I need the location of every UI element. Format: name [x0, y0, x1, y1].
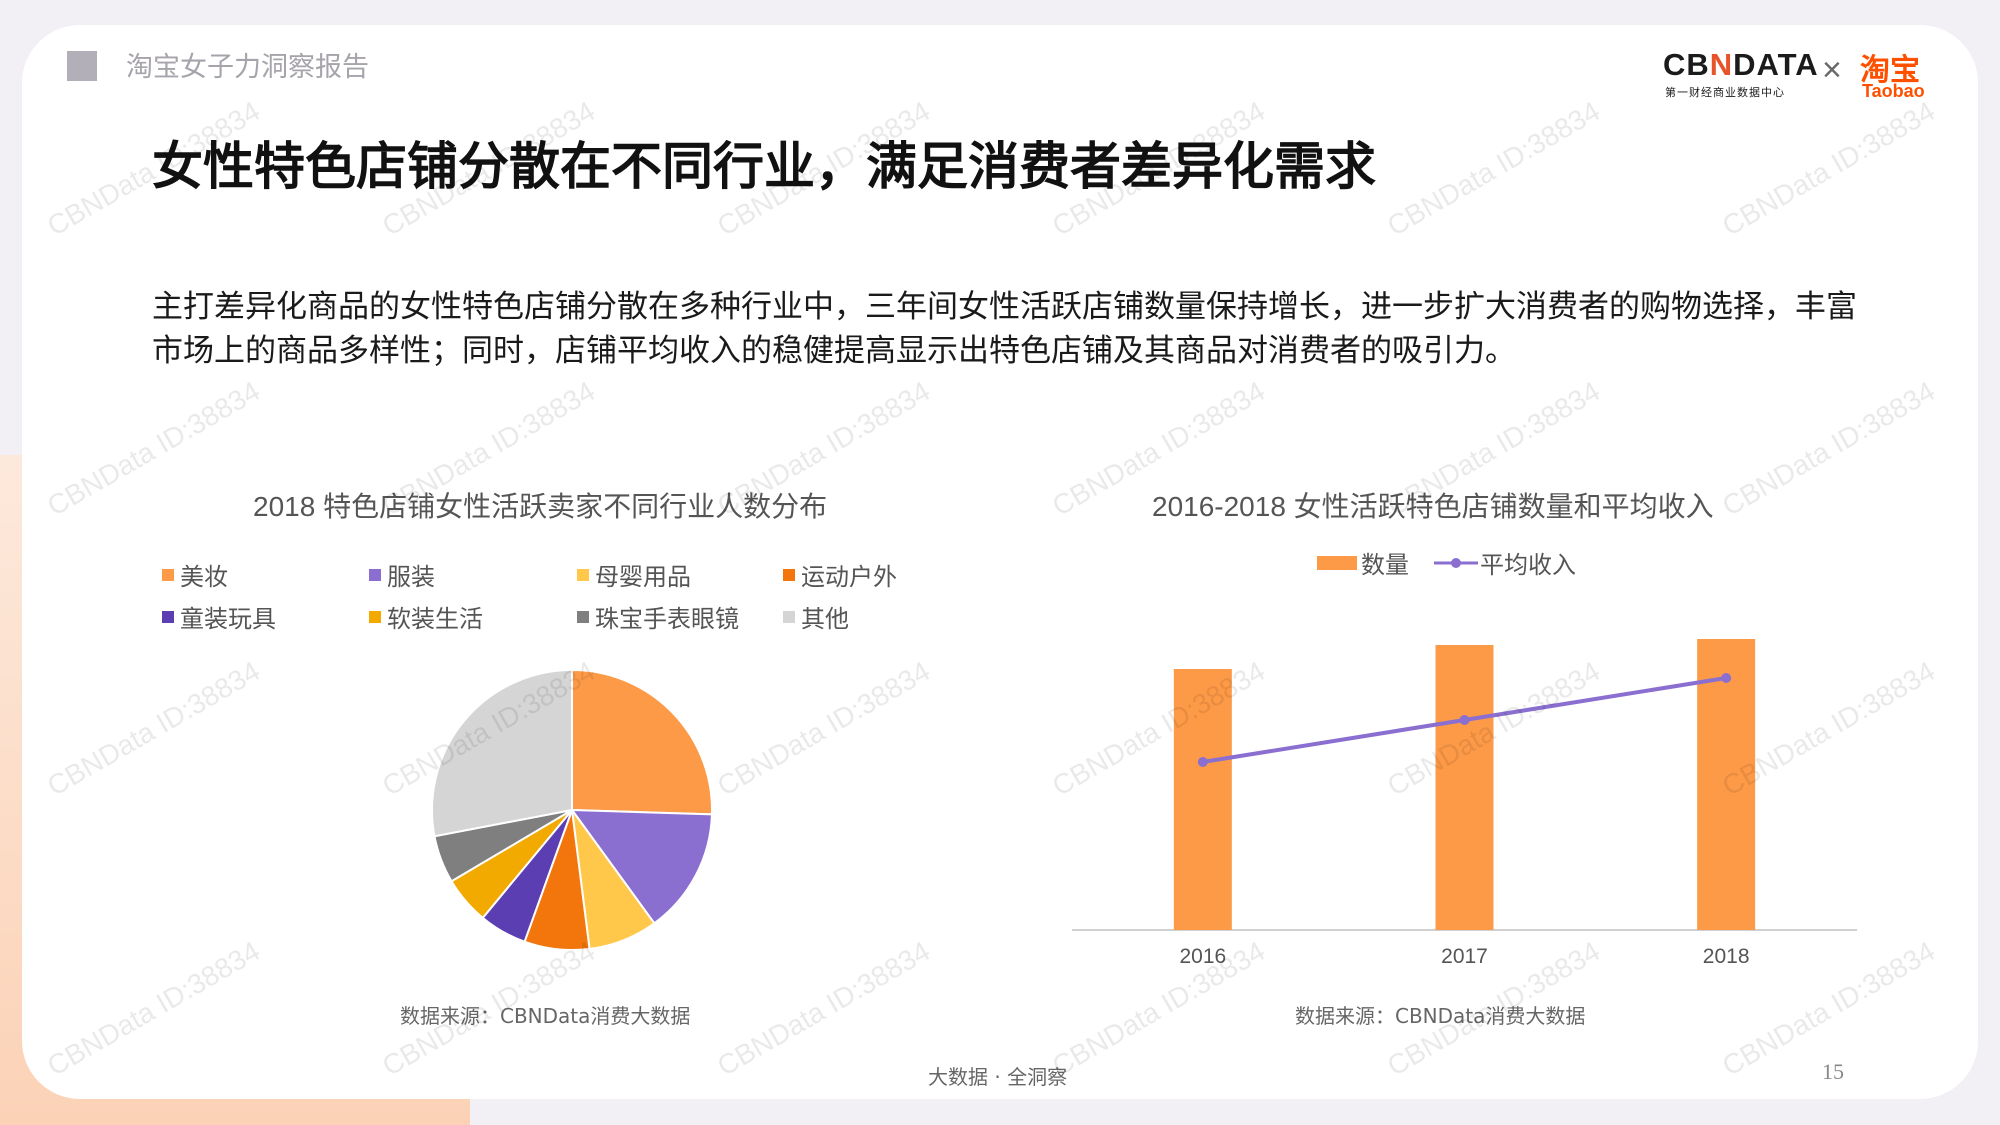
cbndata-logo-pre: CB	[1663, 47, 1710, 82]
watermark: CBNData ID:38834	[42, 375, 266, 522]
legend-line-label: 平均收入	[1480, 551, 1576, 579]
legend-swatch	[369, 610, 381, 623]
legend-bar-label: 数量	[1361, 551, 1409, 579]
x-tick-label: 2017	[1441, 945, 1488, 968]
watermark: CBNData ID:38834	[1717, 375, 1941, 522]
legend-label: 服装	[387, 563, 435, 591]
legend-item: 童装玩具	[162, 599, 276, 634]
legend-bar-count: 数量	[1317, 545, 1409, 580]
legend-label: 珠宝手表眼镜	[595, 605, 739, 633]
legend-swatch	[162, 568, 174, 581]
legend-line-swatch	[1434, 557, 1478, 568]
legend-line-income: 平均收入	[1434, 545, 1576, 580]
legend-item: 服装	[369, 557, 435, 592]
pie-slice	[569, 808, 713, 925]
legend-swatch	[783, 568, 795, 581]
watermark: CBNData ID:38834	[712, 935, 936, 1082]
report-name: 淘宝女子力洞察报告	[126, 52, 369, 83]
pie-slice	[431, 668, 573, 838]
page-title: 女性特色店铺分散在不同行业，满足消费者差异化需求	[152, 138, 1377, 197]
page-number: 15	[1822, 1059, 1844, 1084]
cbndata-logo-subtitle: 第一财经商业数据中心	[1665, 86, 1785, 99]
legend-item: 软装生活	[369, 599, 483, 634]
cbndata-logo: CBNDATA	[1663, 47, 1819, 83]
cbndata-logo-n: N	[1709, 47, 1734, 82]
pie-chart-title: 2018 特色店铺女性活跃卖家不同行业人数分布	[253, 491, 828, 522]
page-description: 主打差异化商品的女性特色店铺分散在多种行业中，三年间女性活跃店铺数量保持增长，进…	[152, 289, 1857, 369]
watermark: CBNData ID:38834	[712, 655, 936, 802]
legend-label: 童装玩具	[180, 605, 276, 633]
legend-swatch	[577, 610, 589, 623]
watermark: CBNData ID:38834	[42, 655, 266, 802]
bar-count	[1435, 645, 1494, 930]
legend-label: 运动户外	[801, 563, 897, 591]
x-tick-label: 2018	[1703, 945, 1750, 968]
line-point	[1197, 757, 1208, 767]
legend-swatch	[783, 610, 795, 623]
legend-label: 软装生活	[387, 605, 483, 633]
report-marker-icon	[67, 51, 97, 81]
legend-item: 珠宝手表眼镜	[577, 599, 739, 634]
combo-chart: 2016 2017 2018	[1072, 639, 1857, 968]
line-point	[1459, 715, 1470, 725]
legend-swatch	[162, 610, 174, 623]
legend-label: 母婴用品	[595, 563, 691, 591]
legend-item: 运动户外	[783, 557, 897, 592]
combo-chart-source: 数据来源：CBNData消费大数据	[1295, 1004, 1586, 1028]
watermark: CBNData ID:38834	[42, 935, 266, 1082]
x-tick-label: 2016	[1179, 945, 1226, 968]
legend-label: 美妆	[180, 563, 228, 591]
bar-count	[1173, 669, 1232, 930]
legend-item: 美妆	[162, 557, 228, 592]
pie-chart	[431, 668, 713, 951]
footer-slogan: 大数据 · 全洞察	[928, 1065, 1068, 1089]
legend-swatch	[369, 568, 381, 581]
legend-bar-swatch	[1317, 555, 1357, 570]
legend-swatch	[577, 568, 589, 581]
watermark: CBNData ID:38834	[1382, 95, 1606, 242]
taobao-logo: 淘宝	[1860, 53, 1920, 88]
legend-item: 其他	[783, 599, 849, 634]
legend-label: 其他	[801, 605, 849, 633]
slide-card: 淘宝女子力洞察报告 CBNDATA 第一财经商业数据中心 × 淘宝 Taobao…	[22, 25, 1978, 1099]
pie-chart-source: 数据来源：CBNData消费大数据	[400, 1004, 691, 1028]
taobao-logo-en: Taobao	[1862, 81, 1925, 101]
legend-item: 母婴用品	[577, 557, 691, 592]
cbndata-logo-post: DATA	[1733, 47, 1819, 82]
combo-chart-title: 2016-2018 女性活跃特色店铺数量和平均收入	[1152, 491, 1714, 522]
bar-count	[1697, 639, 1756, 930]
times-icon: ×	[1822, 51, 1842, 89]
watermark: CBNData ID:38834	[1717, 95, 1941, 242]
pie-slice	[571, 668, 713, 816]
line-point	[1721, 673, 1732, 683]
